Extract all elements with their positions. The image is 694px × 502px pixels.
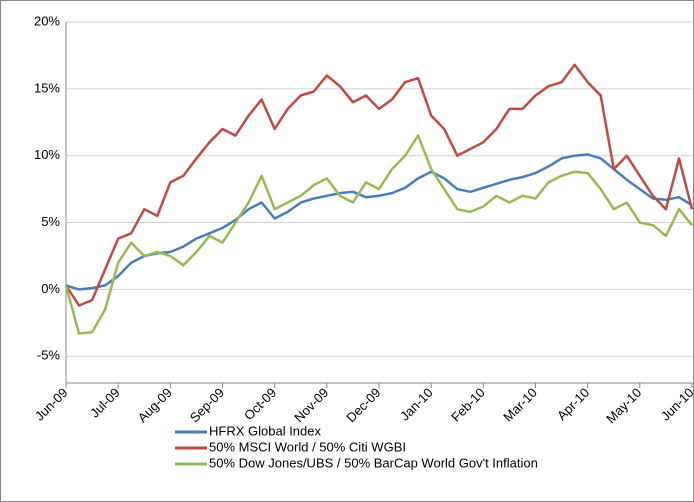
series-line bbox=[64, 63, 694, 307]
legend-label: 50% MSCI World / 50% Citi WGBI bbox=[209, 439, 406, 454]
y-tick-label: 20% bbox=[34, 13, 60, 28]
y-tick-label: -5% bbox=[37, 348, 61, 363]
series-line bbox=[65, 153, 693, 291]
series-line bbox=[64, 134, 693, 335]
y-tick-label: 15% bbox=[34, 80, 60, 95]
y-tick-label: 5% bbox=[41, 214, 60, 229]
legend-label: 50% Dow Jones/UBS / 50% BarCap World Gov… bbox=[209, 455, 538, 470]
y-tick-label: 0% bbox=[41, 281, 60, 296]
legend-label: HFRX Global Index bbox=[209, 423, 321, 438]
y-tick-label: 10% bbox=[34, 147, 60, 162]
